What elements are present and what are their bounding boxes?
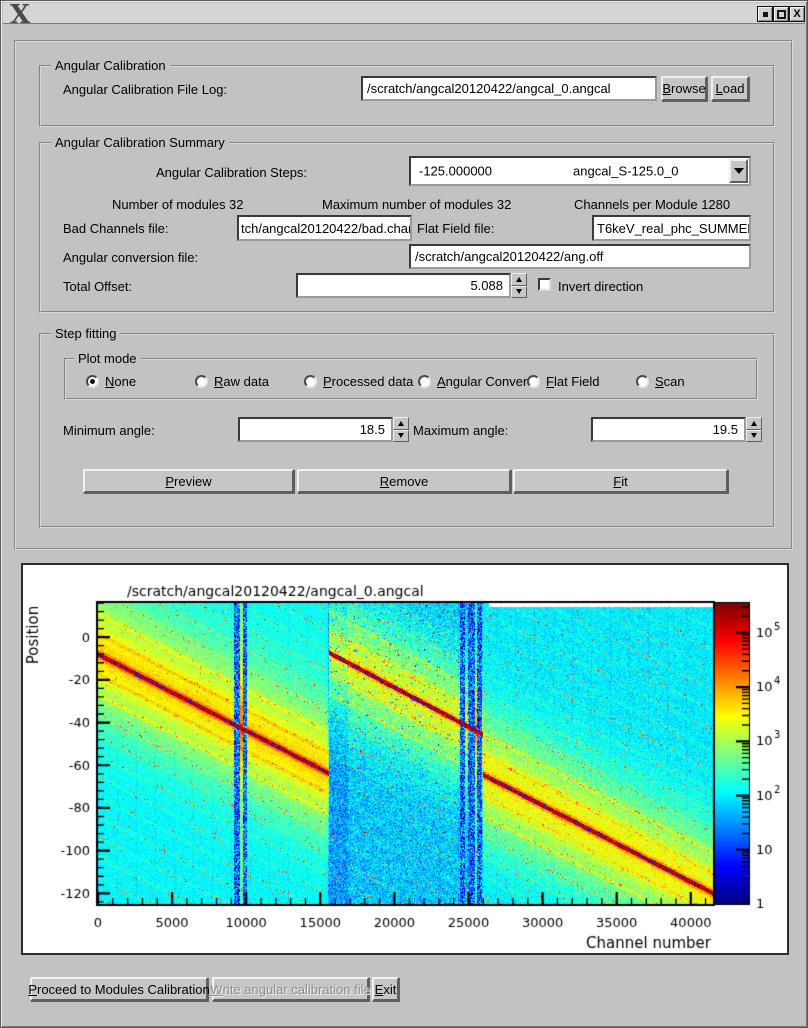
ang-conversion-value: /scratch/angcal20120422/ang.off	[415, 249, 604, 264]
spin-down-button[interactable]	[393, 429, 409, 442]
steps-combobox[interactable]: -125.000000 angcal_S-125.0_0	[409, 156, 751, 186]
steps-label: Angular Calibration Steps:	[156, 165, 308, 180]
spin-up-button[interactable]	[393, 417, 409, 430]
flat-field-value: T6keV_real_phc_SUMMED.raw	[597, 220, 749, 236]
spin-up-button[interactable]	[511, 273, 527, 286]
down-arrow-icon	[751, 433, 757, 439]
steps-dropdown-button[interactable]	[729, 159, 748, 183]
radio-label: None	[105, 374, 137, 389]
bad-channels-input[interactable]: tch/angcal20120422/bad.chan	[237, 215, 412, 241]
minimize-icon	[762, 11, 768, 17]
spin-up-button[interactable]	[746, 417, 762, 430]
total-offset-spinner[interactable]	[511, 273, 527, 298]
radio-button-icon[interactable]	[527, 375, 540, 388]
file-log-label: Angular Calibration File Log:	[63, 82, 228, 97]
spin-down-button[interactable]	[511, 285, 527, 298]
steps-name: angcal_S-125.0_0	[573, 163, 679, 179]
max-angle-value: 19.5	[712, 422, 738, 437]
invert-direction-checkbox[interactable]	[538, 278, 551, 291]
plot-panel	[21, 563, 789, 955]
ang-conversion-label: Angular conversion file:	[63, 250, 199, 265]
minimize-button[interactable]	[757, 6, 773, 22]
close-button[interactable]: X	[789, 6, 805, 22]
up-arrow-icon	[398, 420, 404, 426]
radio-button-icon[interactable]	[195, 375, 208, 388]
modules-count-text: Number of modules 32	[112, 197, 244, 212]
down-arrow-icon	[516, 289, 522, 295]
spin-down-button[interactable]	[746, 429, 762, 442]
bad-channels-value: tch/angcal20120422/bad.chan	[241, 220, 412, 236]
summary-group-label: Angular Calibration Summary	[51, 135, 229, 150]
max-angle-spinner[interactable]	[746, 417, 762, 442]
file-log-value: /scratch/angcal20120422/angcal_0.angcal	[367, 81, 611, 96]
bad-channels-label: Bad Channels file:	[63, 221, 169, 236]
angular-calibration-group	[39, 65, 775, 127]
radio-button-icon[interactable]	[636, 375, 649, 388]
max-angle-label: Maximum angle:	[413, 423, 509, 438]
radio-none[interactable]: None	[86, 374, 137, 389]
ang-conversion-input[interactable]: /scratch/angcal20120422/ang.off	[409, 244, 751, 269]
invert-direction-label: Invert direction	[558, 279, 644, 294]
step-fitting-group	[39, 333, 775, 528]
max-angle-input[interactable]: 19.5	[591, 417, 746, 442]
radio-button-icon[interactable]	[418, 375, 431, 388]
radio-label: Raw data	[214, 374, 269, 389]
chevron-down-icon	[733, 168, 744, 174]
titlebar[interactable]: X X	[3, 1, 805, 30]
min-angle-spinner[interactable]	[393, 417, 409, 442]
radio-button-icon[interactable]	[304, 375, 317, 388]
plot-mode-group-label: Plot mode	[74, 351, 141, 366]
channels-per-module-text: Channels per Module 1280	[574, 197, 731, 212]
radio-raw-data[interactable]: Raw data	[195, 374, 269, 389]
flat-field-label: Flat Field file:	[417, 221, 495, 236]
maximize-icon	[776, 9, 786, 19]
radio-label: Scan	[655, 374, 685, 389]
flat-field-input[interactable]: T6keV_real_phc_SUMMED.raw	[592, 215, 751, 241]
x11-logo-icon: X	[10, 0, 31, 30]
form-panel	[14, 40, 793, 550]
radio-label: Flat Field	[546, 374, 600, 389]
angular-calibration-group-label: Angular Calibration	[51, 58, 170, 73]
radio-label: Angular Conver	[437, 374, 528, 389]
radio-label: Processed data	[323, 374, 414, 389]
total-offset-value: 5.088	[470, 278, 503, 293]
plot-mode-group	[64, 358, 758, 400]
up-arrow-icon	[751, 420, 757, 426]
radio-angular-conver[interactable]: Angular Conver	[418, 374, 528, 389]
up-arrow-icon	[516, 276, 522, 282]
down-arrow-icon	[398, 433, 404, 439]
step-fitting-group-label: Step fitting	[51, 326, 121, 341]
radio-processed-data[interactable]: Processed data	[304, 374, 414, 389]
radio-selected-dot	[90, 379, 95, 384]
calibration-heatmap-canvas	[23, 565, 787, 953]
summary-group	[39, 142, 775, 313]
min-angle-label: Minimum angle:	[63, 423, 155, 438]
max-modules-text: Maximum number of modules 32	[322, 197, 512, 212]
total-offset-input[interactable]: 5.088	[296, 273, 511, 298]
min-angle-value: 18.5	[359, 422, 385, 437]
radio-button-icon[interactable]	[86, 375, 99, 388]
maximize-button[interactable]	[773, 6, 789, 22]
total-offset-label: Total Offset:	[63, 279, 133, 294]
radio-flat-field[interactable]: Flat Field	[527, 374, 600, 389]
close-icon: X	[793, 7, 801, 20]
steps-value: -125.000000	[419, 163, 493, 179]
min-angle-input[interactable]: 18.5	[238, 417, 393, 442]
file-log-input[interactable]: /scratch/angcal20120422/angcal_0.angcal	[361, 76, 657, 101]
radio-scan[interactable]: Scan	[636, 374, 685, 389]
